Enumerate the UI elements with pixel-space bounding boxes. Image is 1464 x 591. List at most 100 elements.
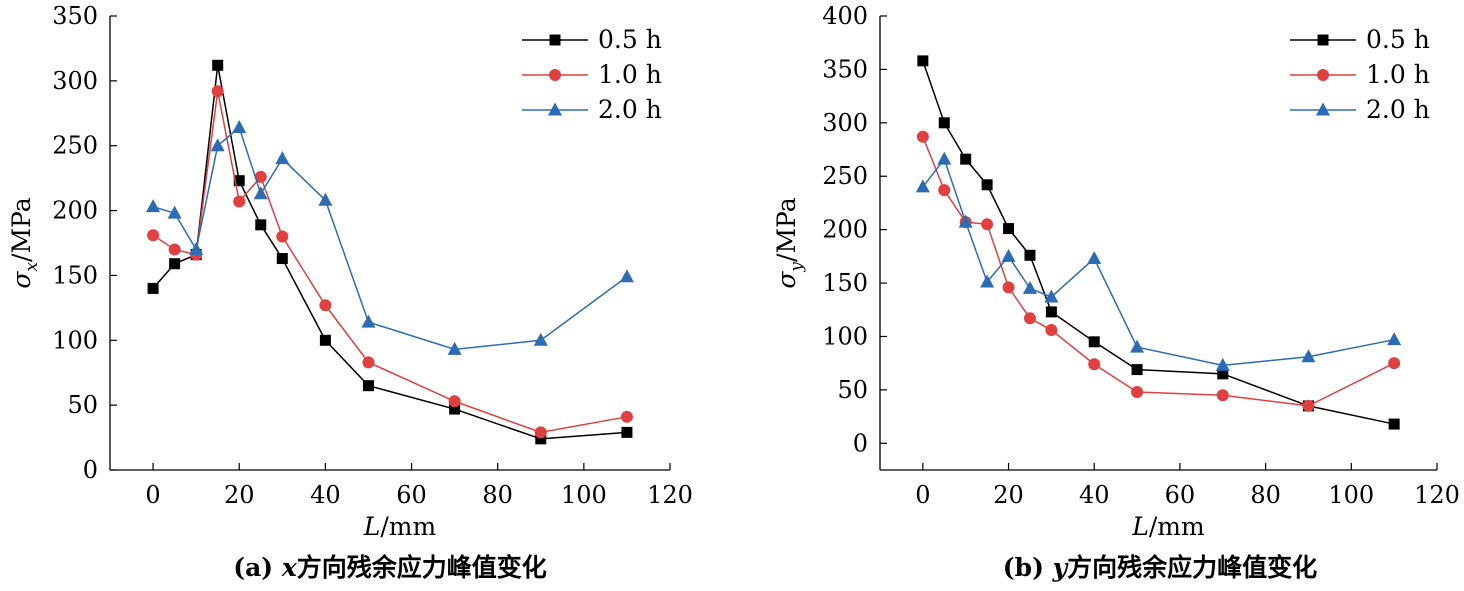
data-point <box>1024 249 1036 261</box>
data-point <box>168 243 181 256</box>
data-point <box>1003 223 1015 235</box>
y-tick-label: 350 <box>822 55 868 83</box>
y-axis-label-unit: /MPa <box>772 197 801 262</box>
x-axis-label-symbol: L <box>363 512 381 541</box>
x-tick-label: 100 <box>561 481 607 509</box>
data-point <box>254 170 267 183</box>
data-point <box>1217 368 1229 380</box>
data-point <box>319 334 331 346</box>
y-tick-label: 400 <box>822 2 868 30</box>
legend-label: 1.0 h <box>1366 60 1430 89</box>
data-point <box>915 179 930 193</box>
data-point <box>1388 418 1400 430</box>
y-tick-label: 100 <box>52 326 98 354</box>
x-tick-label: 120 <box>1414 481 1460 509</box>
legend-marker <box>1316 102 1330 116</box>
data-point <box>1088 358 1101 371</box>
data-point <box>981 218 994 231</box>
legend-label: 0.5 h <box>1366 25 1430 54</box>
data-point <box>1045 324 1058 337</box>
y-axis-label: σy/MPa <box>772 197 807 288</box>
chart-b: 0 20 40 60 80 100 120 0 50 100 150 200 250 300 350 400 L… <box>772 2 1460 541</box>
data-point <box>318 192 333 206</box>
data-point <box>1216 389 1229 402</box>
data-point <box>1302 399 1315 412</box>
data-point <box>1002 281 1015 294</box>
series-line <box>922 60 1395 425</box>
data-point <box>276 230 289 243</box>
caption-b-var: y <box>1052 553 1068 582</box>
legend-marker <box>549 69 561 81</box>
y-tick-label: 150 <box>822 269 868 297</box>
x-tick-label: 20 <box>993 481 1024 509</box>
chart-a: 0 20 40 60 80 100 120 0 50 100 150 200 250 300 350 L/mm… <box>7 2 693 541</box>
y-axis-label-unit: /MPa <box>7 197 36 262</box>
data-point <box>1130 339 1145 353</box>
data-point <box>619 269 634 283</box>
x-tick-label: 20 <box>224 481 255 509</box>
series-line <box>922 157 1395 367</box>
legend-label: 2.0 h <box>1366 95 1430 124</box>
x-axis-label-symbol: L <box>1131 512 1149 541</box>
y-axis-label-symbol: σ <box>772 271 801 289</box>
y-tick-label: 300 <box>822 109 868 137</box>
legend-marker <box>1317 34 1329 46</box>
x-axis-label: L/mm <box>363 512 437 541</box>
data-point <box>916 130 929 143</box>
data-point <box>917 55 929 67</box>
data-point <box>449 403 461 415</box>
data-point <box>147 282 159 294</box>
data-point <box>960 153 972 165</box>
caption-a-prefix: (a) <box>233 553 282 582</box>
data-point <box>1022 280 1037 294</box>
y-axis-label: σx/MPa <box>7 197 42 288</box>
y-tick-label: 250 <box>822 162 868 190</box>
data-point <box>1087 250 1102 264</box>
y-tick-label: 0 <box>853 429 868 457</box>
data-point <box>211 85 224 98</box>
data-point <box>210 138 225 152</box>
y-tick-label: 300 <box>52 67 98 95</box>
series-line <box>152 91 628 434</box>
data-point <box>533 332 548 346</box>
legend-marker <box>1317 69 1329 81</box>
data-point <box>169 258 181 270</box>
x-tick-label: 80 <box>482 481 513 509</box>
caption-a-text: 方向残余应力峰值变化 <box>296 553 547 582</box>
data-point <box>147 229 160 242</box>
data-point <box>276 253 288 265</box>
x-tick-label: 0 <box>145 481 160 509</box>
x-axis-label-unit: /mm <box>1149 512 1205 541</box>
x-tick-label: 0 <box>915 481 930 509</box>
legend-label: 2.0 h <box>598 95 662 124</box>
data-point <box>167 205 182 219</box>
y-tick-label: 150 <box>52 261 98 289</box>
y-tick-label: 50 <box>837 376 868 404</box>
data-point <box>958 214 973 228</box>
data-point <box>535 433 547 445</box>
data-point <box>362 380 374 392</box>
y-tick-label: 100 <box>822 322 868 350</box>
data-point <box>1388 357 1401 370</box>
y-axis-label-subscript: y <box>787 262 807 273</box>
x-axis-label: L/mm <box>1131 512 1205 541</box>
data-point <box>980 274 995 288</box>
data-point <box>448 395 461 408</box>
x-tick-label: 40 <box>310 481 341 509</box>
data-point <box>189 241 204 255</box>
y-axis-label-symbol: σ <box>7 271 36 289</box>
data-point <box>233 195 246 208</box>
data-point <box>255 219 267 231</box>
x-tick-label: 100 <box>1328 481 1374 509</box>
y-tick-label: 0 <box>83 456 98 484</box>
legend-label: 0.5 h <box>598 25 662 54</box>
x-axis-label-unit: /mm <box>380 512 436 541</box>
data-point <box>1387 332 1402 346</box>
series-line <box>922 136 1395 407</box>
legend-marker <box>548 102 562 116</box>
data-point <box>361 314 376 328</box>
y-tick-label: 350 <box>52 2 98 30</box>
data-point <box>362 356 375 369</box>
legend-marker <box>549 34 561 46</box>
series-line <box>152 126 628 351</box>
